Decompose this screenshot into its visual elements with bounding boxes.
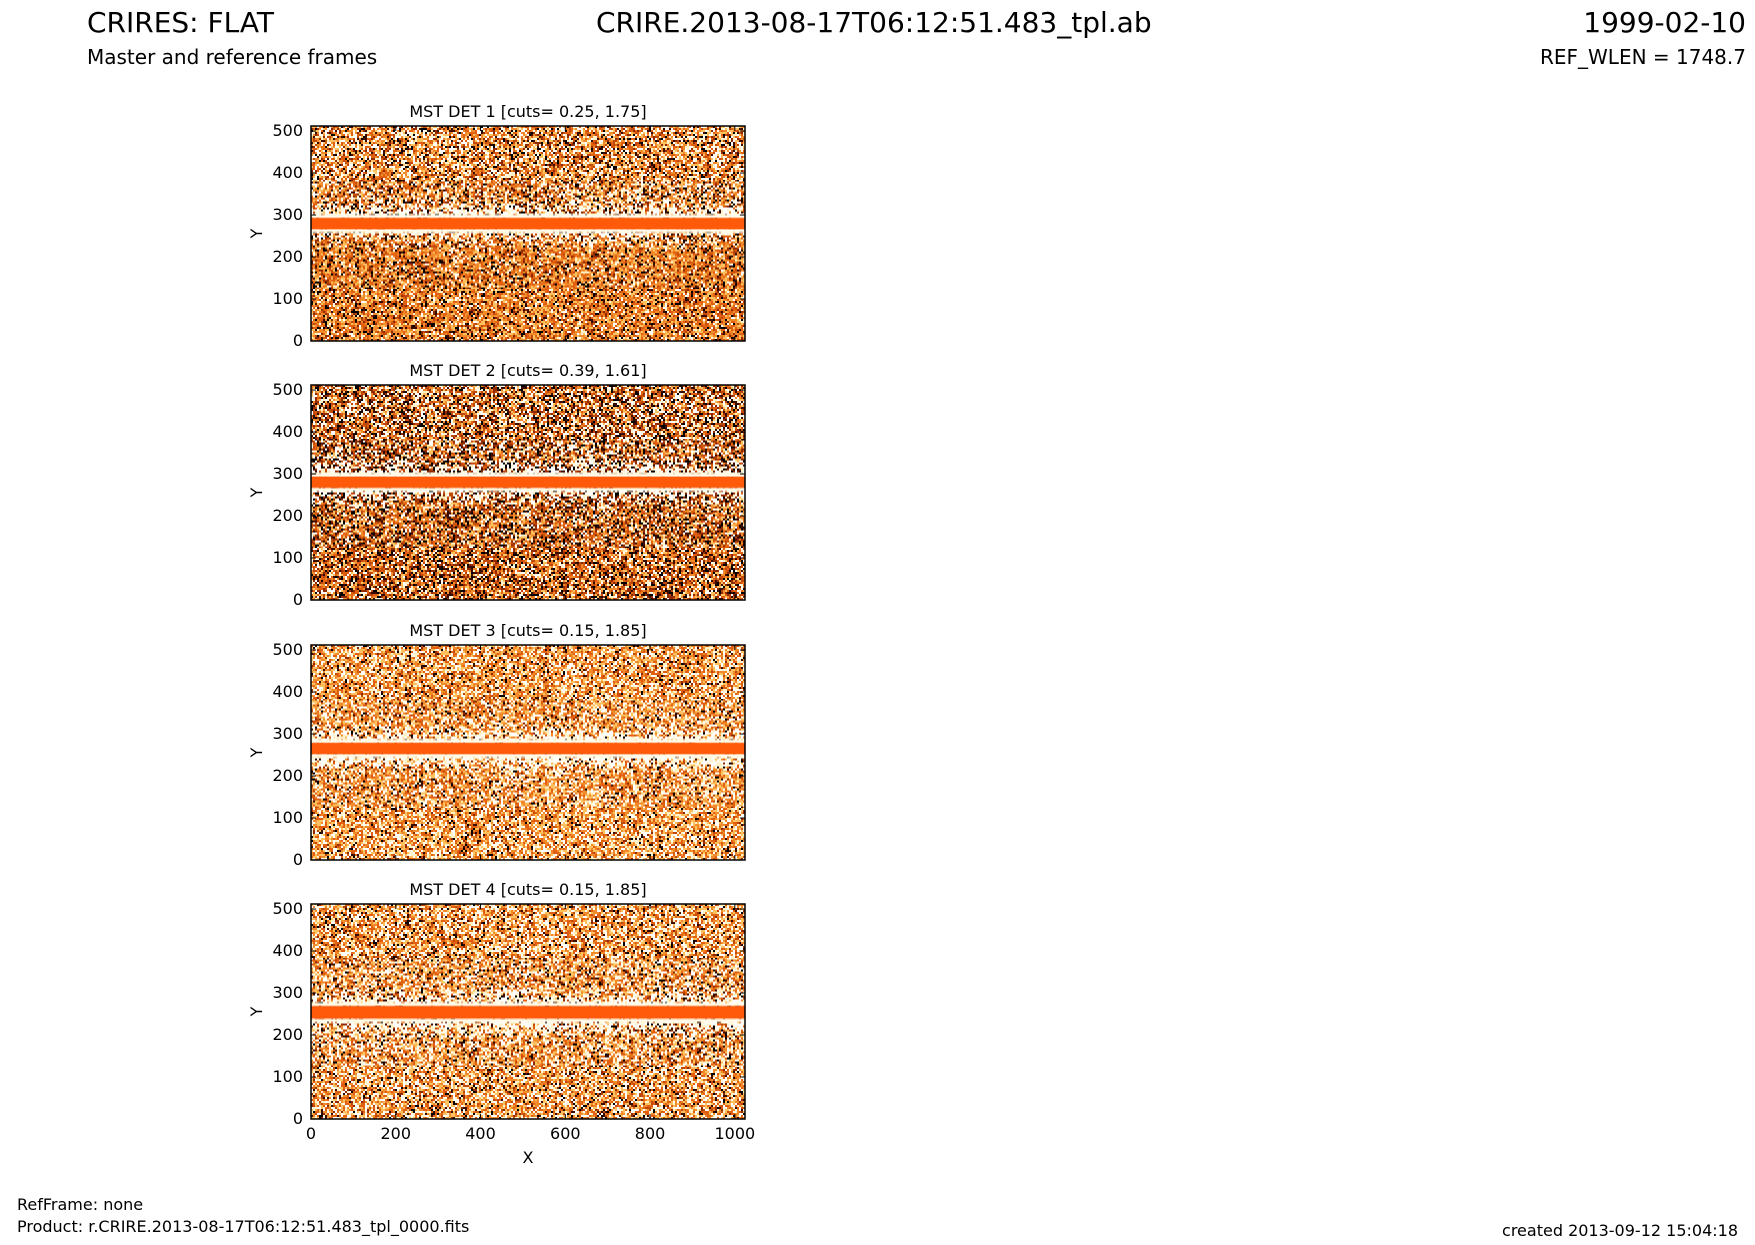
xtick-label: 800 [635, 1124, 666, 1143]
ytick-label: 500 [272, 899, 303, 918]
ytick-label: 200 [272, 506, 303, 525]
ytick-label: 100 [272, 548, 303, 567]
ytick-label: 500 [272, 380, 303, 399]
ytick-label: 0 [293, 1109, 303, 1128]
detector-panel-2: MST DET 2 [cuts= 0.39, 1.61] 0 100 200 300 40… [247, 361, 746, 609]
spectral-band-4 [311, 1006, 745, 1019]
created-timestamp: created 2013-09-12 15:04:18 [1502, 1221, 1738, 1240]
y-axis-label-1: Y [247, 228, 266, 239]
product-id-title: CRIRE.2013-08-17T06:12:51.483_tpl.ab [596, 6, 1152, 39]
ytick-label: 0 [293, 850, 303, 869]
y-axis-label-4: Y [247, 1006, 266, 1017]
spectral-band-2 [311, 476, 745, 488]
spectral-band-3 [311, 743, 745, 754]
ytick-label: 300 [272, 983, 303, 1002]
xtick-label: 200 [380, 1124, 411, 1143]
panel-title-2: MST DET 2 [cuts= 0.39, 1.61] [409, 361, 646, 380]
ytick-label: 400 [272, 163, 303, 182]
refframe-note: RefFrame: none [17, 1195, 144, 1214]
date-title: 1999-02-10 [1583, 6, 1746, 39]
detector-image-2 [311, 385, 745, 600]
ytick-label: 300 [272, 724, 303, 743]
page-title: CRIRES: FLAT [87, 6, 274, 39]
product-note: Product: r.CRIRE.2013-08-17T06:12:51.483… [17, 1217, 470, 1236]
ytick-label: 100 [272, 1067, 303, 1086]
ytick-label: 100 [272, 808, 303, 827]
axes-frame-1 [310, 125, 746, 342]
ytick-label: 200 [272, 247, 303, 266]
panel-title-1: MST DET 1 [cuts= 0.25, 1.75] [409, 102, 646, 121]
xtick-label: 400 [465, 1124, 496, 1143]
ytick-label: 400 [272, 422, 303, 441]
detector-image-1 [311, 126, 745, 341]
ytick-label: 300 [272, 464, 303, 483]
axes-frame-4 [310, 903, 746, 1120]
xtick-label: 0 [306, 1124, 316, 1143]
y-axis-label-2: Y [247, 487, 266, 498]
ref-wavelength: REF_WLEN = 1748.7 [1539, 45, 1746, 69]
ytick-label: 100 [272, 289, 303, 308]
page-subtitle: Master and reference frames [87, 45, 378, 69]
panel-title-4: MST DET 4 [cuts= 0.15, 1.85] [409, 880, 646, 899]
x-axis-label: X [523, 1148, 534, 1167]
ytick-label: 300 [272, 205, 303, 224]
ytick-label: 400 [272, 682, 303, 701]
spectral-band-1 [311, 218, 745, 229]
detector-panel-4: MST DET 4 [cuts= 0.15, 1.85] 0 100 200 300 40… [247, 880, 755, 1167]
detector-panel-3: MST DET 3 [cuts= 0.15, 1.85] 0 100 200 300 40… [247, 621, 746, 869]
detector-panel-1: MST DET 1 [cuts= 0.25, 1.75] 0 100 200 300 40… [247, 102, 746, 350]
ytick-label: 200 [272, 766, 303, 785]
ytick-label: 500 [272, 640, 303, 659]
panel-title-3: MST DET 3 [cuts= 0.15, 1.85] [409, 621, 646, 640]
ytick-label: 200 [272, 1025, 303, 1044]
xtick-label: 600 [550, 1124, 581, 1143]
ytick-label: 400 [272, 941, 303, 960]
ytick-label: 500 [272, 121, 303, 140]
axes-frame-2 [310, 384, 746, 601]
axes-frame-3 [310, 644, 746, 861]
xtick-label: 1000 [714, 1124, 755, 1143]
ytick-label: 0 [293, 590, 303, 609]
y-axis-label-3: Y [247, 747, 266, 758]
ytick-label: 0 [293, 331, 303, 350]
